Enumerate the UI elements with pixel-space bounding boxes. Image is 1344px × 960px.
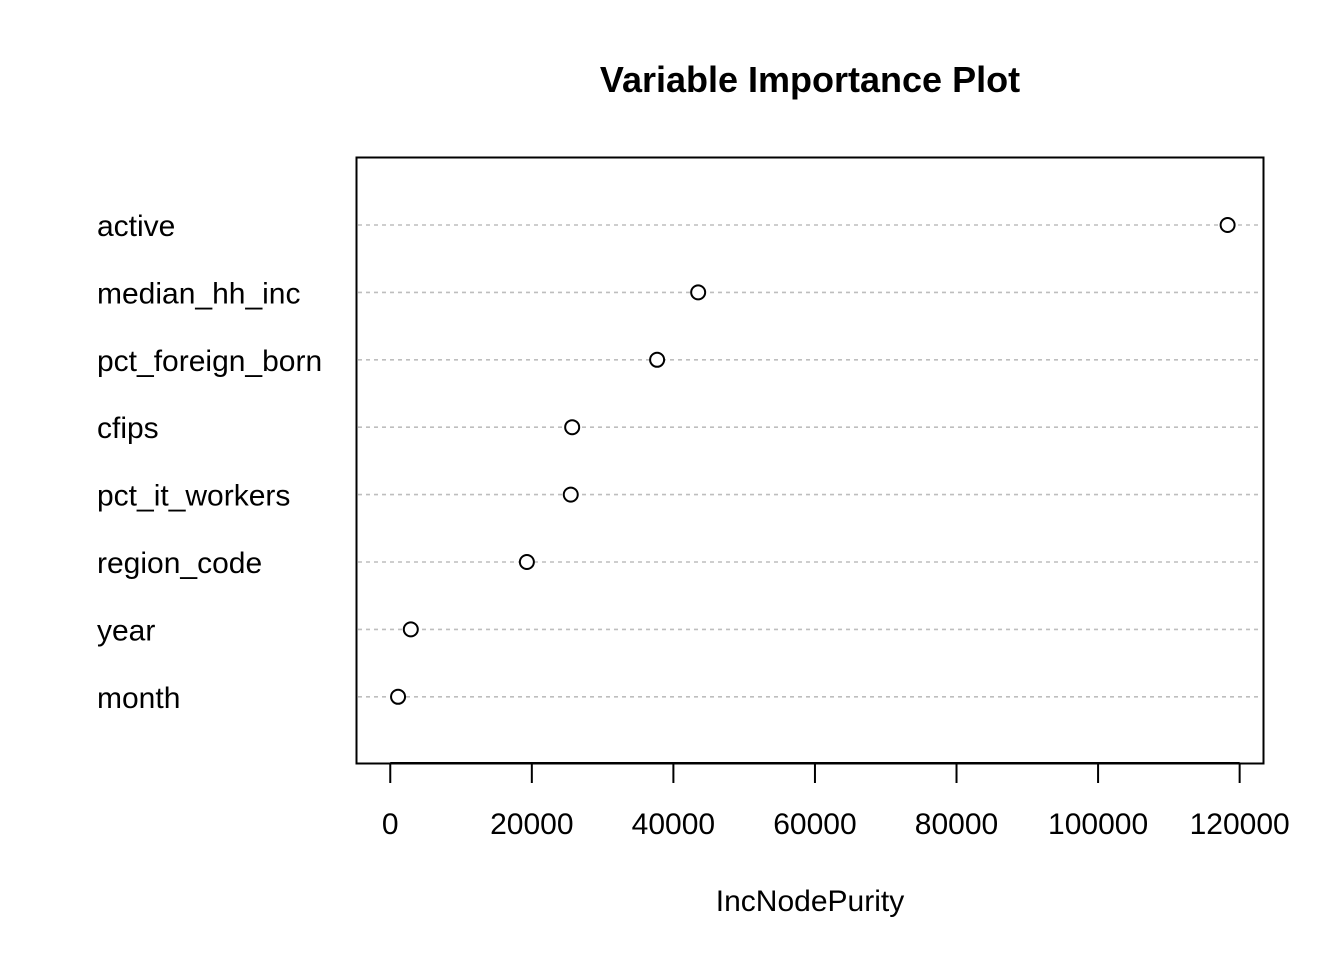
variable-label-month: month: [97, 682, 180, 715]
data-point-active: [1219, 217, 1236, 233]
x-axis: 0 20000 40000 60000 80000 100000 120000: [382, 762, 1290, 841]
x-axis-label: IncNodePurity: [716, 885, 904, 918]
data-point-year: [402, 621, 419, 638]
variable-label-pct-foreign-born: pct_foreign_born: [97, 345, 322, 378]
variable-label-active: active: [97, 210, 175, 243]
data-point-pct-foreign-born: [649, 351, 666, 368]
x-tick-label-40000: 40000: [632, 808, 715, 841]
chart-title: Variable Importance Plot: [600, 59, 1020, 100]
variable-label-cfips: cfips: [97, 412, 159, 445]
data-point-pct-it-workers: [562, 486, 579, 503]
guide-lines: [358, 224, 1258, 698]
data-point-cfips: [564, 419, 581, 436]
x-tick-label-20000: 20000: [490, 808, 573, 841]
variable-label-median-hh-inc: median_hh_inc: [97, 277, 300, 310]
x-tick-label-0: 0: [382, 808, 399, 841]
x-tick-label-60000: 60000: [773, 808, 856, 841]
x-tick-label-80000: 80000: [915, 808, 998, 841]
variable-labels: active median_hh_inc pct_foreign_borncfips…: [97, 210, 322, 715]
data-point-month: [390, 688, 407, 705]
data-point-median-hh-inc: [690, 284, 707, 301]
plot-frame: [355, 156, 1265, 765]
x-tick-label-120000: 120000: [1190, 808, 1290, 841]
data-points: [390, 217, 1236, 705]
variable-label-region-code: region_code: [97, 547, 262, 580]
variable-label-year: year: [97, 614, 155, 647]
variable-label-pct-it-workers: pct_it_workers: [97, 480, 290, 513]
data-point-region-code: [518, 554, 535, 570]
x-tick-label-100000: 100000: [1048, 808, 1148, 841]
